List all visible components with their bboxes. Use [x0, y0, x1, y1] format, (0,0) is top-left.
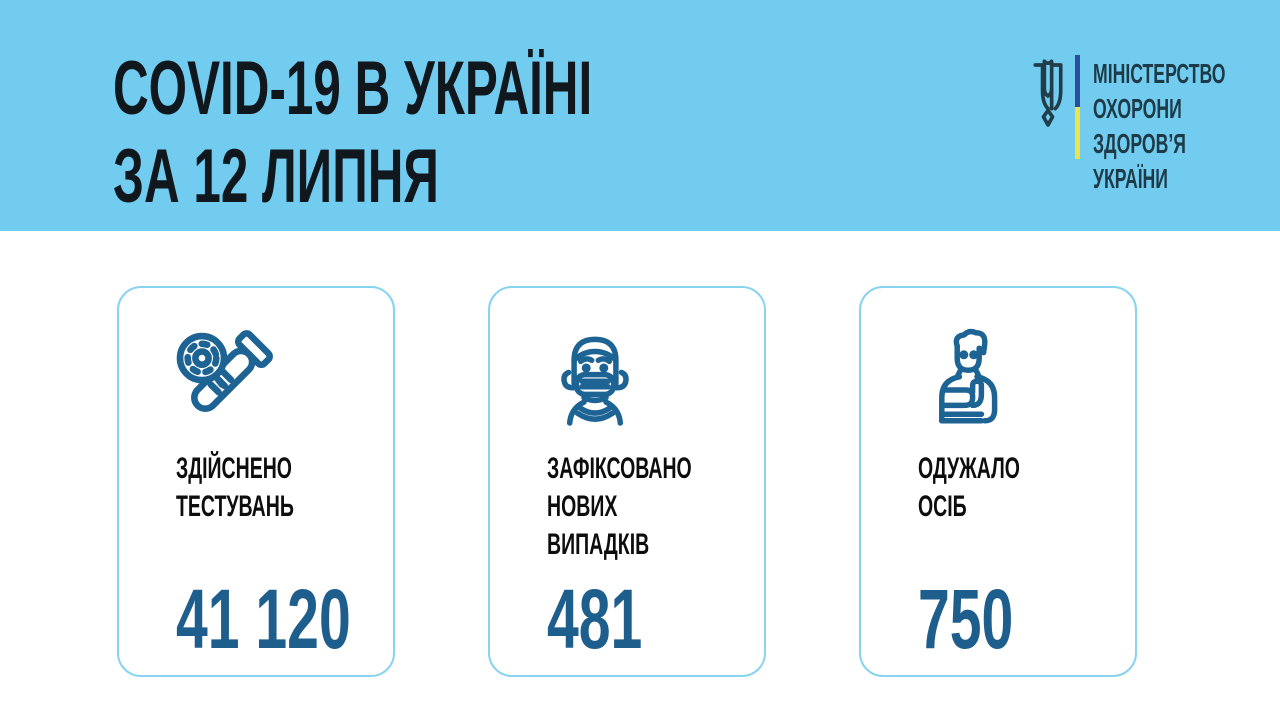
stat-card-label: ОДУЖАЛО ОСІБ — [918, 450, 1075, 526]
recovered-person-icon — [911, 324, 1021, 434]
stat-card-label: ЗАФІКСОВАНО НОВИХ ВИПАДКІВ — [547, 450, 770, 564]
title-line-1: COVID-19 В УКРАЇНІ — [113, 46, 593, 131]
stat-card-new-cases: ЗАФІКСОВАНО НОВИХ ВИПАДКІВ 481 — [488, 286, 766, 677]
test-tube-virus-icon — [169, 324, 279, 434]
stat-card-value: 41 120 — [176, 572, 351, 666]
stat-card-label: ЗДІЙСНЕНО ТЕСТУВАНЬ — [176, 450, 357, 526]
header-banner: COVID-19 В УКРАЇНІ ЗА 12 ЛИПНЯ МІНІСТЕРС… — [0, 0, 1280, 231]
ministry-name-line: МІНІСТЕРСТВО — [1093, 58, 1226, 89]
label-line: ЗАФІКСОВАНО — [547, 452, 692, 485]
stat-card-value: 481 — [547, 572, 643, 666]
stat-card-recovered: ОДУЖАЛО ОСІБ 750 — [859, 286, 1137, 677]
label-line: НОВИХ — [547, 490, 618, 523]
ministry-name-line: УКРАЇНИ — [1093, 163, 1168, 194]
page-title: COVID-19 В УКРАЇНІ ЗА 12 ЛИПНЯ — [113, 45, 850, 221]
title-line-2: ЗА 12 ЛИПНЯ — [113, 134, 439, 219]
label-line: ТЕСТУВАНЬ — [176, 490, 294, 523]
label-line: ЗДІЙСНЕНО — [176, 452, 292, 485]
label-line: ОСІБ — [918, 490, 967, 523]
flag-divider-bar — [1075, 55, 1080, 159]
label-line: ВИПАДКІВ — [547, 528, 650, 561]
ministry-logo-block: МІНІСТЕРСТВО ОХОРОНИ ЗДОРОВ’Я УКРАЇНИ — [1028, 55, 1280, 196]
masked-person-icon — [540, 324, 650, 434]
ministry-name: МІНІСТЕРСТВО ОХОРОНИ ЗДОРОВ’Я УКРАЇНИ — [1093, 56, 1280, 196]
label-line: ОДУЖАЛО — [918, 452, 1020, 485]
stat-card-tests: ЗДІЙСНЕНО ТЕСТУВАНЬ 41 120 — [117, 286, 395, 677]
tryzub-trident-icon — [1033, 59, 1063, 127]
stat-card-value: 750 — [918, 572, 1014, 666]
ministry-name-line: ЗДОРОВ’Я — [1093, 128, 1186, 159]
ministry-name-line: ОХОРОНИ — [1093, 93, 1182, 124]
